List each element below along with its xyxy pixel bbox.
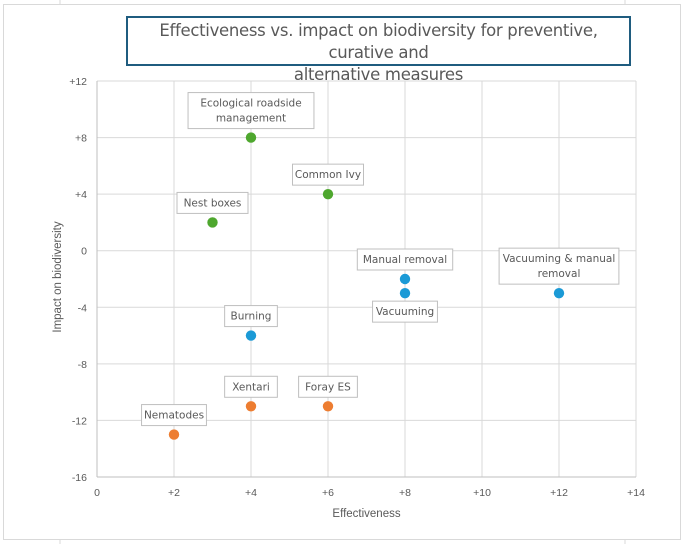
data-label: Nest boxes: [184, 197, 242, 209]
data-point: [245, 401, 257, 412]
y-tick-label: -16: [72, 472, 87, 484]
data-point: [399, 273, 411, 285]
x-tick-label: +4: [245, 487, 257, 499]
data-point: [399, 287, 411, 299]
data-label: Vacuuming: [376, 306, 434, 318]
y-tick-label: +4: [75, 189, 87, 201]
data-label: Common Ivy: [295, 169, 361, 181]
y-tick-label: -8: [78, 359, 87, 371]
data-label: management: [216, 113, 286, 125]
data-label-box: [372, 300, 438, 323]
data-label: Burning: [231, 311, 272, 323]
data-point: [245, 330, 257, 341]
data-label: removal: [538, 268, 581, 280]
chart-title-line-2: alternative measures: [293, 65, 464, 84]
data-label-box: [224, 305, 278, 328]
data-label-box: [298, 375, 358, 398]
data-point: [322, 401, 334, 412]
chart-title[interactable]: Effectiveness vs. impact on biodiversity…: [126, 16, 631, 84]
x-tick-label: +2: [168, 487, 180, 499]
data-label-box: [187, 92, 315, 130]
y-tick-label: -4: [78, 302, 87, 314]
data-point: [168, 429, 180, 440]
x-tick-label: +6: [322, 487, 334, 499]
data-point: [553, 287, 565, 299]
data-label-box: [356, 248, 454, 271]
y-axis-title: Impact on biodiversity: [52, 221, 64, 332]
x-tick-label: 0: [94, 487, 100, 499]
data-label: Nematodes: [144, 410, 204, 422]
data-label: Xentari: [232, 381, 270, 393]
x-tick-label: +14: [627, 487, 645, 499]
y-tick-label: -12: [72, 415, 87, 427]
y-tick-label: +12: [69, 76, 87, 88]
x-tick-label: +12: [550, 487, 568, 499]
x-tick-label: +10: [473, 487, 491, 499]
data-label-box: [292, 163, 364, 186]
data-point: [322, 188, 334, 200]
data-label: Foray ES: [305, 381, 351, 393]
data-point: [245, 132, 257, 143]
y-tick-label: +8: [75, 133, 87, 145]
data-label-box: [176, 191, 249, 214]
data-label-box: [224, 375, 278, 398]
data-label-box: [141, 404, 207, 427]
data-label: Ecological roadside: [200, 98, 301, 110]
x-axis-title: Effectiveness: [332, 508, 400, 520]
chart-title-line-1: Effectiveness vs. impact on biodiversity…: [159, 21, 598, 62]
data-label-box: [498, 247, 620, 285]
y-tick-label: 0: [81, 246, 87, 258]
x-tick-label: +8: [399, 487, 411, 499]
data-point: [207, 217, 218, 228]
data-label: Manual removal: [363, 254, 447, 266]
data-label: Vacuuming & manual: [503, 253, 616, 265]
